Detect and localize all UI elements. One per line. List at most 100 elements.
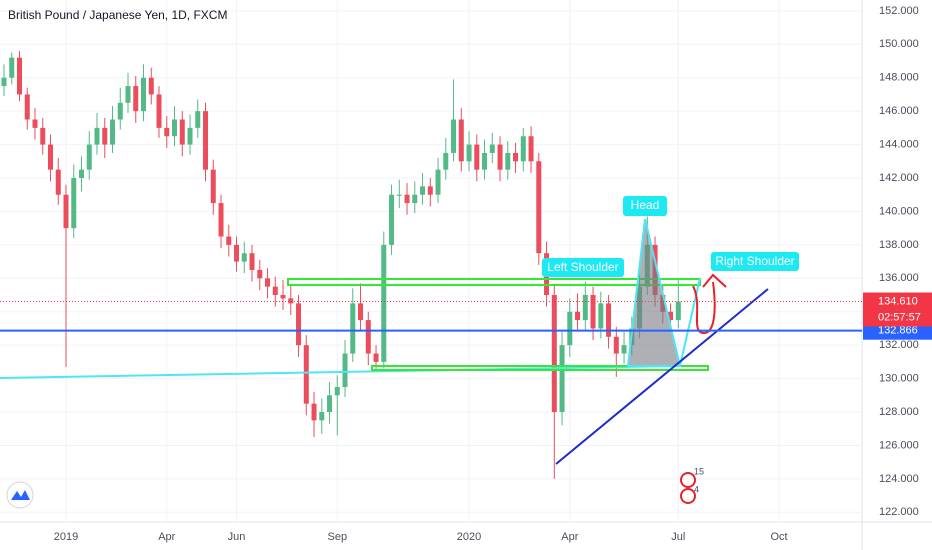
candle-body	[226, 236, 232, 245]
candle-body	[482, 152, 488, 170]
candle-body	[575, 311, 581, 321]
y-tick-label: 124.000	[879, 473, 919, 485]
candle-body	[427, 186, 433, 195]
candle-body	[265, 278, 271, 287]
candle-body	[567, 311, 573, 346]
overlay: 122.000 124.000 126.000 128.000 130.000 132.0…	[0, 5, 932, 543]
annotation: Head	[631, 198, 660, 212]
y-tick-label: 130.000	[879, 372, 919, 384]
logo	[6, 481, 34, 509]
candle-body	[17, 57, 23, 95]
candle-body	[342, 353, 348, 387]
candle-body	[675, 301, 681, 321]
candle-body	[404, 194, 410, 204]
candle-body	[272, 286, 278, 296]
candle-body	[373, 353, 379, 362]
candle-body	[327, 395, 333, 413]
candle-body	[24, 94, 30, 120]
y-tick-label: 150.000	[879, 38, 919, 50]
candle-body	[334, 386, 340, 396]
candle-body	[613, 336, 619, 354]
candle-body	[389, 194, 395, 245]
annotation: Right Shoulder	[715, 254, 794, 268]
candle-body	[257, 269, 263, 279]
candle-body	[396, 194, 402, 196]
x-tick-label: Apr	[158, 531, 175, 543]
support-line	[555, 288, 769, 465]
candle-body	[598, 303, 604, 329]
candle-body	[210, 169, 216, 204]
arrow-head	[702, 273, 727, 288]
price-label: 132.866	[878, 325, 918, 337]
y-tick-label: 144.000	[879, 138, 919, 150]
candle-body	[381, 244, 387, 362]
candle-body	[303, 345, 309, 404]
candle-body	[412, 194, 418, 204]
logo-mark	[11, 490, 30, 500]
candle-body	[489, 144, 495, 153]
candle-body	[451, 119, 457, 153]
candle-body	[249, 253, 255, 270]
price-label-box	[863, 292, 932, 327]
event-icon	[680, 488, 696, 504]
candle-body	[86, 144, 92, 170]
y-tick-label: 128.000	[879, 406, 919, 418]
y-tick-label: 138.000	[879, 239, 919, 251]
candle-body	[559, 345, 565, 413]
candle-body	[125, 86, 131, 103]
candle-body	[358, 303, 364, 321]
candle-body	[311, 403, 317, 421]
head-triangle	[626, 218, 682, 367]
pattern-leg	[679, 277, 701, 367]
candle-body	[110, 119, 116, 145]
candle-body	[179, 119, 185, 145]
event-label: 15	[694, 466, 704, 476]
candle-body	[280, 295, 286, 299]
candle-body	[63, 194, 69, 229]
arrow	[692, 281, 716, 335]
chart-title: British Pound / Japanese Yen, 1D, FXCM	[8, 8, 227, 22]
x-tick-label: 2019	[54, 531, 78, 543]
candle-body	[55, 169, 61, 195]
y-tick-label: 132.000	[879, 339, 919, 351]
candle-body	[350, 303, 356, 354]
candle-body	[71, 178, 77, 229]
trend-line	[0, 365, 681, 379]
candle-body	[319, 412, 325, 421]
price-label: 134.610	[878, 295, 918, 307]
y-tick-label: 142.000	[879, 172, 919, 184]
candle-body	[582, 295, 588, 321]
candle-body	[102, 127, 108, 145]
candle-body	[520, 136, 526, 162]
label-box	[711, 252, 799, 271]
x-tick-label: Sep	[327, 531, 347, 543]
candle-body	[32, 119, 38, 128]
candle-body	[513, 152, 519, 162]
candle-body	[48, 144, 54, 170]
event-label: 4	[694, 484, 699, 494]
candle-body	[497, 144, 503, 170]
candle-body	[234, 244, 240, 262]
candle-body	[172, 119, 178, 137]
candle-body	[133, 86, 139, 112]
candle-body	[443, 152, 449, 170]
candle-body	[606, 303, 612, 337]
candle-body	[474, 144, 480, 170]
label-box	[542, 258, 624, 277]
candle-body	[40, 127, 46, 145]
countdown: 02:57:57	[878, 311, 921, 323]
candle-body	[435, 169, 441, 195]
candle-body	[466, 144, 472, 162]
candle-body	[420, 186, 426, 195]
y-tick-label: 152.000	[879, 5, 919, 17]
annotation: Left Shoulder	[547, 260, 618, 274]
x-tick-label: Jul	[671, 531, 685, 543]
candle-body	[668, 311, 674, 321]
x-tick-label: Oct	[771, 531, 788, 543]
drawings: Head Left Shoulder Right Shoulder 15 4	[0, 196, 799, 504]
candle-body	[590, 295, 596, 329]
candle-body	[117, 102, 123, 120]
candle-body	[536, 161, 542, 254]
x-tick-label: Apr	[561, 531, 578, 543]
